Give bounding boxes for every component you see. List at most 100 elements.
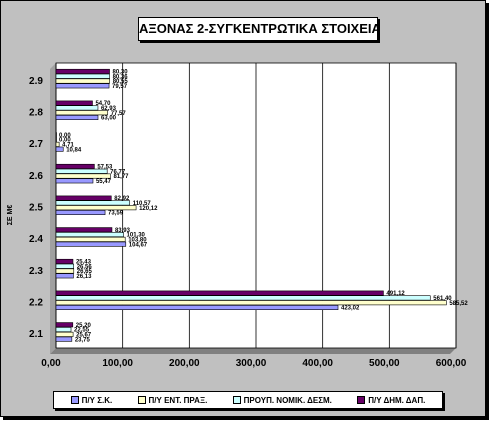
y-tick-label: 2.4 <box>29 234 43 245</box>
data-label: 0,00 <box>59 133 71 139</box>
data-label: 104,67 <box>129 242 148 248</box>
data-label: 103,80 <box>128 237 147 243</box>
bar <box>55 146 64 152</box>
data-label: 77,57 <box>111 111 127 117</box>
bar <box>55 268 75 274</box>
plot-side-wall <box>50 63 56 354</box>
data-label: 55,47 <box>96 179 112 185</box>
x-tick-label: 300,00 <box>236 358 267 369</box>
bar <box>55 295 431 301</box>
legend-label: ΠΡΟΥΠ. ΝΟΜΙΚ. ΔΕΣΜ. <box>243 395 332 405</box>
y-tick-label: 2.3 <box>29 266 43 277</box>
y-tick-label: 2.9 <box>29 76 43 87</box>
bar <box>55 137 57 143</box>
bar <box>55 205 137 211</box>
data-label: 81,77 <box>114 174 130 180</box>
legend-swatch <box>232 396 241 404</box>
data-label: 120,12 <box>139 206 158 212</box>
legend-swatch <box>137 396 146 404</box>
bar <box>55 105 99 111</box>
x-tick-label: 500,00 <box>369 358 400 369</box>
bar <box>55 336 73 342</box>
data-label: 101,30 <box>127 233 146 239</box>
legend-label: Π/Υ ΔΗΜ. ΔΑΠ. <box>368 395 426 405</box>
bar <box>55 83 110 89</box>
legend-item: ΠΡΟΥΠ. ΝΟΜΙΚ. ΔΕΣΜ. <box>232 395 332 405</box>
y-tick-label: 2.2 <box>29 298 43 309</box>
data-label: 63,00 <box>101 116 117 122</box>
bar <box>55 163 95 169</box>
bar <box>55 290 384 296</box>
bar <box>55 263 75 269</box>
bar <box>55 73 110 79</box>
x-tick-label: 200,00 <box>169 358 200 369</box>
data-label: 25,43 <box>76 260 92 266</box>
y-tick-label: 2.8 <box>29 108 43 119</box>
plot-floor <box>50 348 456 354</box>
bar <box>55 200 131 206</box>
bar <box>55 141 60 147</box>
data-label: 0,00 <box>59 138 71 144</box>
legend-label: Π/Υ ΕΝΤ. ΠΡΑΞ. <box>148 395 208 405</box>
data-label: 10,84 <box>66 147 82 153</box>
data-label: 26,13 <box>76 274 92 280</box>
legend-label: Π/Υ Σ.Κ. <box>81 395 113 405</box>
data-label: 110,57 <box>133 201 152 207</box>
bar <box>55 327 72 333</box>
x-tick-label: 100,00 <box>102 358 133 369</box>
bar <box>55 168 108 174</box>
data-label: 23,75 <box>75 337 91 343</box>
legend-item: Π/Υ ΕΝΤ. ΠΡΑΞ. <box>137 395 208 405</box>
bar <box>55 322 74 328</box>
data-label: 22,55 <box>74 328 90 334</box>
y-tick-label: 2.5 <box>29 203 43 214</box>
legend-item: Π/Υ ΔΗΜ. ΔΑΠ. <box>357 396 425 405</box>
bar <box>55 115 99 121</box>
bar <box>55 304 339 310</box>
bar <box>55 195 112 201</box>
data-label: 79,57 <box>112 84 128 90</box>
y-tick-label: 2.7 <box>29 139 43 150</box>
bar <box>55 110 109 116</box>
bar <box>55 258 74 264</box>
data-label: 4,71 <box>62 142 74 148</box>
legend-swatch <box>70 396 79 404</box>
data-label: 62,93 <box>101 106 117 112</box>
data-label: 561,40 <box>433 296 452 302</box>
data-label: 57,53 <box>97 165 113 171</box>
bar <box>55 232 124 238</box>
y-tick-label: 2.6 <box>29 171 43 182</box>
bar <box>55 173 111 179</box>
data-label: 82,92 <box>114 196 130 202</box>
bar <box>55 227 113 233</box>
data-label: 83,93 <box>115 228 131 234</box>
legend-swatch <box>357 396 366 404</box>
bar <box>55 78 111 84</box>
data-label: 26,65 <box>77 269 93 275</box>
x-tick-label: 400,00 <box>302 358 333 369</box>
bar <box>55 331 74 337</box>
bar <box>55 178 94 184</box>
bar <box>55 68 110 74</box>
data-label: 585,52 <box>449 301 468 307</box>
bar <box>55 132 57 138</box>
data-label: 76,77 <box>110 169 126 175</box>
x-tick-label: 0,00 <box>41 358 61 369</box>
legend-item: Π/Υ Σ.Κ. <box>70 395 113 405</box>
x-tick-label: 600,00 <box>436 358 467 369</box>
data-label: 54,70 <box>95 101 111 107</box>
bar <box>55 100 93 106</box>
bar <box>55 236 126 242</box>
data-label: 423,02 <box>341 306 360 312</box>
data-label: 80,30 <box>113 70 129 76</box>
bar <box>55 241 127 247</box>
data-label: 73,59 <box>108 211 124 217</box>
chart-title: ΑΞΟΝΑΣ 2-ΣΥΓΚΕΝΤΡΩΤΙΚΑ ΣΤΟΙΧΕΙΑ <box>138 17 378 41</box>
data-label: 25,67 <box>76 332 92 338</box>
bar <box>55 273 74 279</box>
data-label: 80,36 <box>113 74 129 80</box>
chart-legend: Π/Υ Σ.Κ. Π/Υ ΕΝΤ. ΠΡΑΞ. ΠΡΟΥΠ. ΝΟΜΙΚ. ΔΕΣΜ… <box>53 391 443 409</box>
data-label: 26,56 <box>77 264 93 270</box>
y-axis-label: ΣΕ Μ€ <box>7 205 14 226</box>
